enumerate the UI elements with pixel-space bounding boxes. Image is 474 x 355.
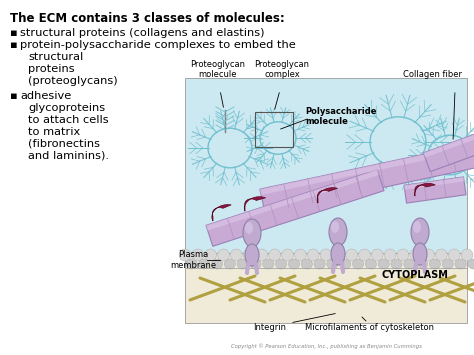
Ellipse shape: [358, 249, 370, 261]
Text: Copyright © Pearson Education, Inc., publishing as Benjamin Cummings: Copyright © Pearson Education, Inc., pub…: [230, 343, 421, 349]
Polygon shape: [245, 197, 265, 211]
Ellipse shape: [413, 221, 421, 233]
Text: Collagen fiber: Collagen fiber: [403, 70, 462, 79]
Ellipse shape: [218, 249, 229, 261]
Ellipse shape: [436, 249, 447, 261]
Polygon shape: [317, 188, 337, 203]
Polygon shape: [260, 143, 474, 195]
Ellipse shape: [301, 259, 312, 269]
Text: to attach cells: to attach cells: [28, 115, 109, 125]
Ellipse shape: [282, 249, 293, 261]
Ellipse shape: [429, 259, 441, 269]
Ellipse shape: [243, 249, 255, 261]
Text: (fibronectins: (fibronectins: [28, 139, 100, 149]
Polygon shape: [423, 132, 474, 158]
Polygon shape: [206, 170, 379, 231]
Ellipse shape: [256, 249, 268, 261]
Polygon shape: [404, 177, 464, 190]
Polygon shape: [212, 204, 231, 221]
Ellipse shape: [404, 259, 415, 269]
Text: structural: structural: [28, 52, 83, 62]
Ellipse shape: [192, 249, 204, 261]
Text: protein-polysaccharide complexes to embed the: protein-polysaccharide complexes to embe…: [20, 40, 296, 50]
Ellipse shape: [269, 249, 281, 261]
Ellipse shape: [329, 218, 347, 246]
Ellipse shape: [205, 249, 217, 261]
Text: Proteoglycan
complex: Proteoglycan complex: [255, 60, 310, 79]
Bar: [255, 112, 293, 147]
Ellipse shape: [411, 218, 429, 246]
Ellipse shape: [417, 259, 428, 269]
Polygon shape: [206, 170, 384, 246]
Ellipse shape: [314, 259, 325, 269]
Ellipse shape: [448, 249, 460, 261]
Ellipse shape: [397, 249, 409, 261]
Ellipse shape: [339, 259, 351, 269]
Ellipse shape: [237, 259, 248, 269]
Text: (proteoglycans): (proteoglycans): [28, 76, 118, 86]
Text: glycoproteins: glycoproteins: [28, 103, 105, 113]
Text: structural proteins (collagens and elastins): structural proteins (collagens and elast…: [20, 28, 264, 38]
Text: ▪: ▪: [10, 91, 18, 101]
Ellipse shape: [327, 259, 338, 269]
Text: to matrix: to matrix: [28, 127, 80, 137]
Ellipse shape: [186, 259, 197, 269]
Ellipse shape: [442, 259, 454, 269]
Ellipse shape: [320, 249, 332, 261]
Ellipse shape: [378, 259, 389, 269]
Ellipse shape: [331, 221, 339, 233]
Text: Polysaccharide
molecule: Polysaccharide molecule: [305, 107, 376, 126]
Text: adhesive: adhesive: [20, 91, 71, 101]
Text: proteins: proteins: [28, 64, 74, 74]
Polygon shape: [423, 132, 474, 172]
Ellipse shape: [455, 259, 466, 269]
Polygon shape: [404, 177, 466, 203]
Polygon shape: [415, 183, 435, 196]
Bar: [185, 78, 467, 253]
Text: Proteoglycan
molecule: Proteoglycan molecule: [191, 60, 246, 79]
Ellipse shape: [346, 249, 357, 261]
Ellipse shape: [352, 259, 364, 269]
Ellipse shape: [371, 249, 383, 261]
Ellipse shape: [294, 249, 306, 261]
Bar: [185, 253, 467, 323]
Text: CYTOPLASM: CYTOPLASM: [382, 270, 448, 280]
Ellipse shape: [288, 259, 300, 269]
Text: Plasma
membrane: Plasma membrane: [170, 250, 216, 270]
Ellipse shape: [413, 243, 427, 265]
Ellipse shape: [410, 249, 422, 261]
Ellipse shape: [250, 259, 261, 269]
Text: and laminins).: and laminins).: [28, 151, 109, 161]
Ellipse shape: [224, 259, 236, 269]
Ellipse shape: [245, 222, 253, 234]
Ellipse shape: [307, 249, 319, 261]
Ellipse shape: [468, 259, 474, 269]
Text: Integrin: Integrin: [254, 323, 286, 332]
Ellipse shape: [230, 249, 242, 261]
Ellipse shape: [245, 244, 259, 266]
Ellipse shape: [263, 259, 274, 269]
Text: ▪: ▪: [10, 40, 18, 50]
Text: Microfilaments of cytoskeleton: Microfilaments of cytoskeleton: [306, 323, 435, 332]
Text: ▪: ▪: [10, 28, 18, 38]
Ellipse shape: [331, 243, 345, 265]
Ellipse shape: [461, 249, 473, 261]
Ellipse shape: [423, 249, 435, 261]
Ellipse shape: [275, 259, 287, 269]
Ellipse shape: [333, 249, 345, 261]
Polygon shape: [260, 143, 474, 213]
Ellipse shape: [243, 219, 261, 247]
Ellipse shape: [199, 259, 210, 269]
Text: The ECM contains 3 classes of molecules:: The ECM contains 3 classes of molecules:: [10, 12, 285, 25]
Ellipse shape: [391, 259, 402, 269]
Ellipse shape: [179, 249, 191, 261]
Ellipse shape: [365, 259, 376, 269]
Ellipse shape: [211, 259, 223, 269]
Ellipse shape: [384, 249, 396, 261]
